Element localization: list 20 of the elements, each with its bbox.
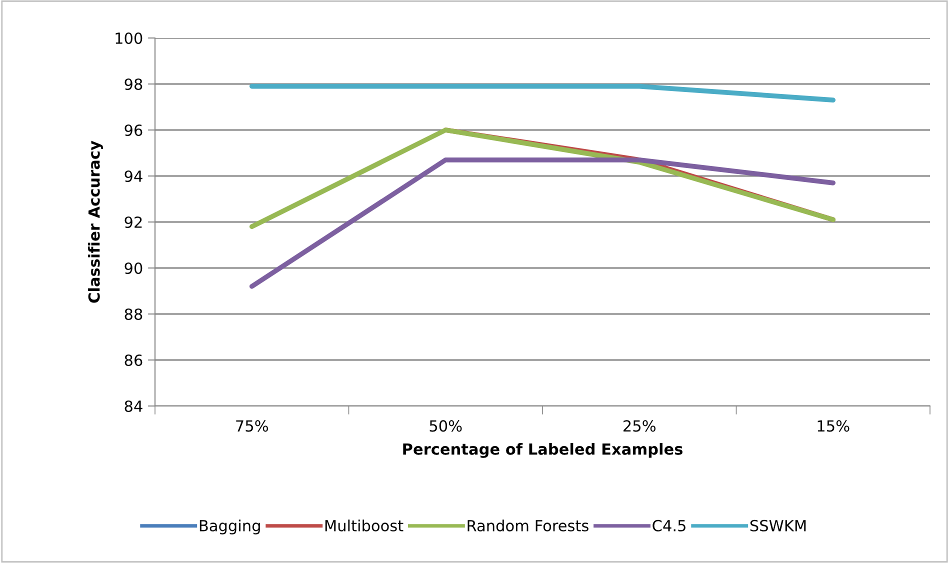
x-tick-label: 25% xyxy=(624,420,656,432)
x-tick-label: 75% xyxy=(236,420,268,432)
y-tick-label: 84 xyxy=(124,400,142,412)
y-axis-title: Classifier Accuracy xyxy=(88,140,103,303)
x-tick-label: 15% xyxy=(818,420,850,432)
y-tick-label: 100 xyxy=(116,32,142,44)
y-tick-label: 94 xyxy=(124,170,142,182)
y-tick-label: 88 xyxy=(124,308,142,320)
y-tick-label: 92 xyxy=(124,216,142,228)
x-tick-label: 50% xyxy=(430,420,462,432)
legend-label: C4.5 xyxy=(652,520,686,532)
y-tick-label: 86 xyxy=(124,354,142,366)
y-tick-label: 98 xyxy=(124,78,142,90)
y-tick-label: 96 xyxy=(124,124,142,136)
y-tick-label: 90 xyxy=(124,262,142,274)
legend-label: Multiboost xyxy=(325,520,404,532)
x-axis-title: Percentage of Labeled Examples xyxy=(403,443,682,458)
legend-label: Bagging xyxy=(200,520,260,534)
legend-label: Random Forests xyxy=(468,520,588,532)
legend-label: SSWKM xyxy=(750,520,806,532)
